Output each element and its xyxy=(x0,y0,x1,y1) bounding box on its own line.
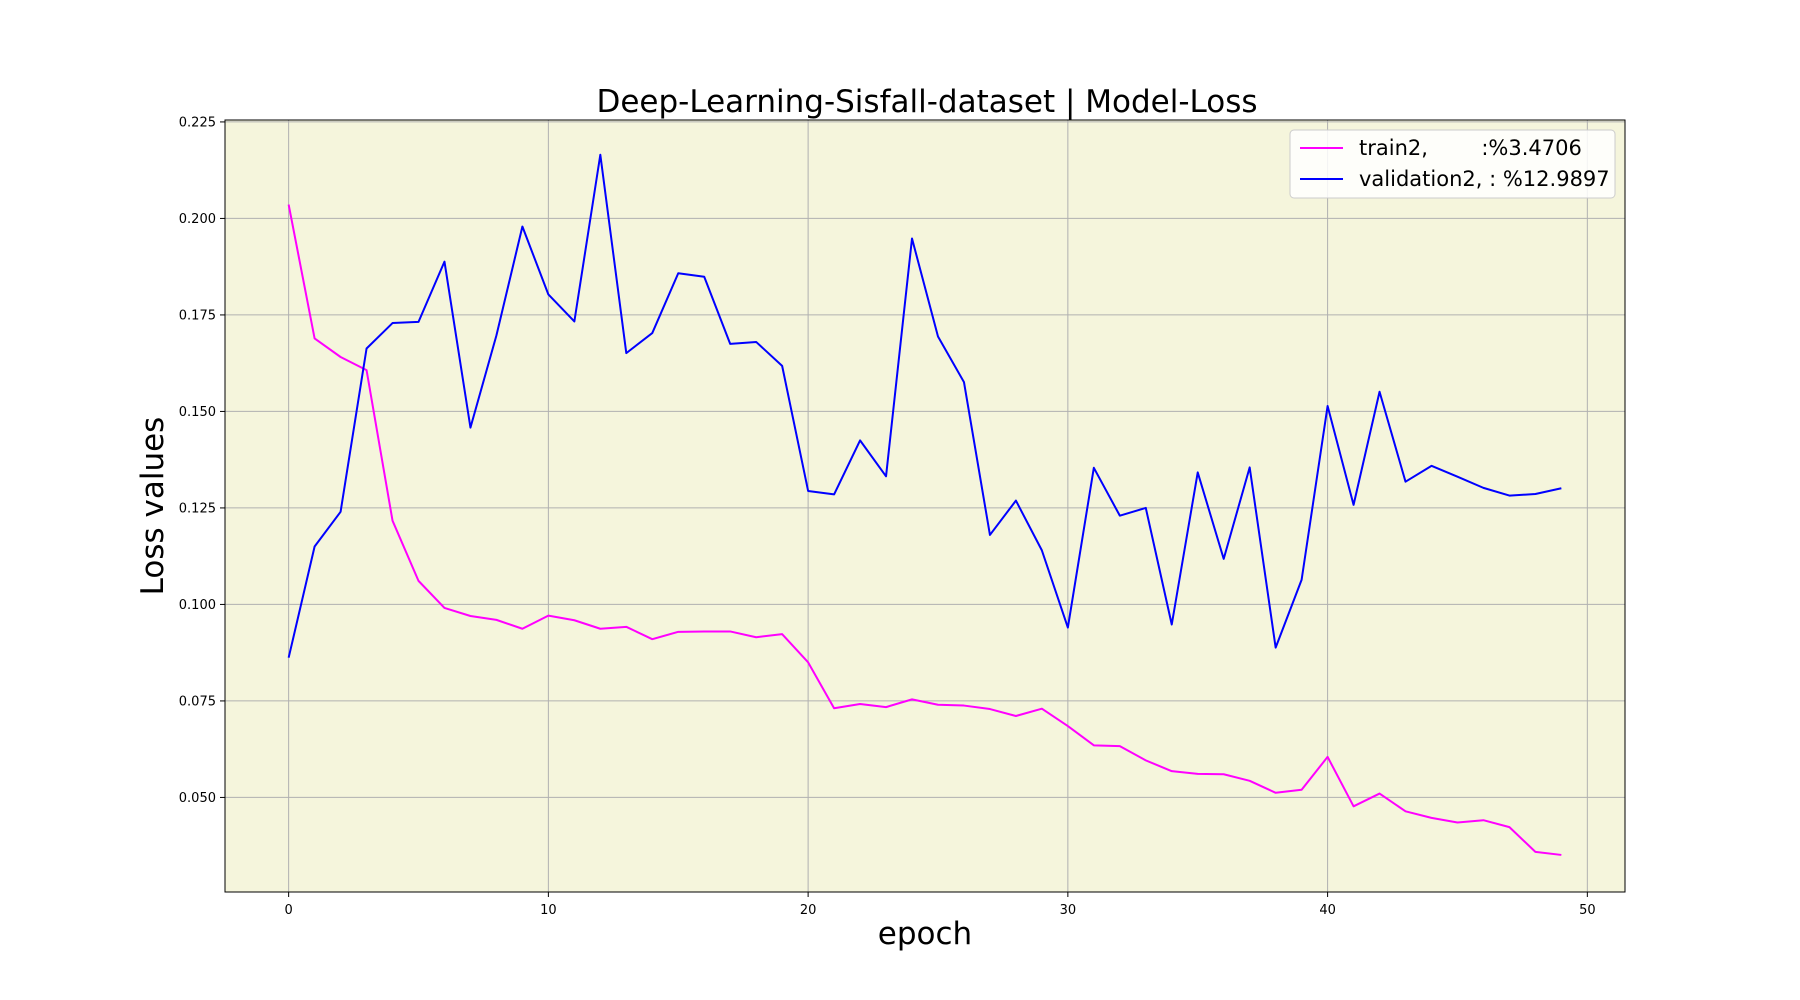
y-tick-label: 0.050 xyxy=(179,791,216,806)
x-axis-label: epoch xyxy=(878,916,972,952)
y-tick-label: 0.225 xyxy=(179,115,216,130)
x-tick-label: 0 xyxy=(284,903,292,918)
grid-lines xyxy=(225,120,1625,892)
y-tick-label: 0.150 xyxy=(179,405,216,420)
legend: train2, :%3.4706 validation2, : %12.9897 xyxy=(1289,129,1616,199)
chart-title: Deep-Learning-Sisfall-dataset | Model-Lo… xyxy=(596,84,1257,120)
legend-label-validation: validation2, : %12.9897 xyxy=(1359,167,1610,191)
x-tick-label: 10 xyxy=(540,903,557,918)
y-tick-label: 0.100 xyxy=(179,598,216,613)
plot-area xyxy=(225,120,1625,892)
legend-label-train: train2, :%3.4706 xyxy=(1359,136,1582,160)
axis-ticks: 0 10 20 30 40 50 0.050 0.075 0.100 0.125 0.150 0.17… xyxy=(179,115,1596,918)
plot-frame xyxy=(224,119,1626,893)
x-tick-label: 20 xyxy=(800,903,817,918)
x-tick-label: 40 xyxy=(1319,903,1336,918)
y-axis-label: Loss values xyxy=(135,417,171,596)
y-tick-label: 0.200 xyxy=(179,212,216,227)
y-tick-label: 0.175 xyxy=(179,308,216,323)
series-lines xyxy=(287,153,1562,856)
x-tick-label: 30 xyxy=(1060,903,1077,918)
series-line-train xyxy=(287,204,1562,856)
y-tick-label: 0.075 xyxy=(179,694,216,709)
legend-box xyxy=(1289,129,1616,199)
x-tick-label: 50 xyxy=(1579,903,1596,918)
series-line-validation xyxy=(287,153,1562,658)
y-tick-label: 0.125 xyxy=(179,501,216,516)
